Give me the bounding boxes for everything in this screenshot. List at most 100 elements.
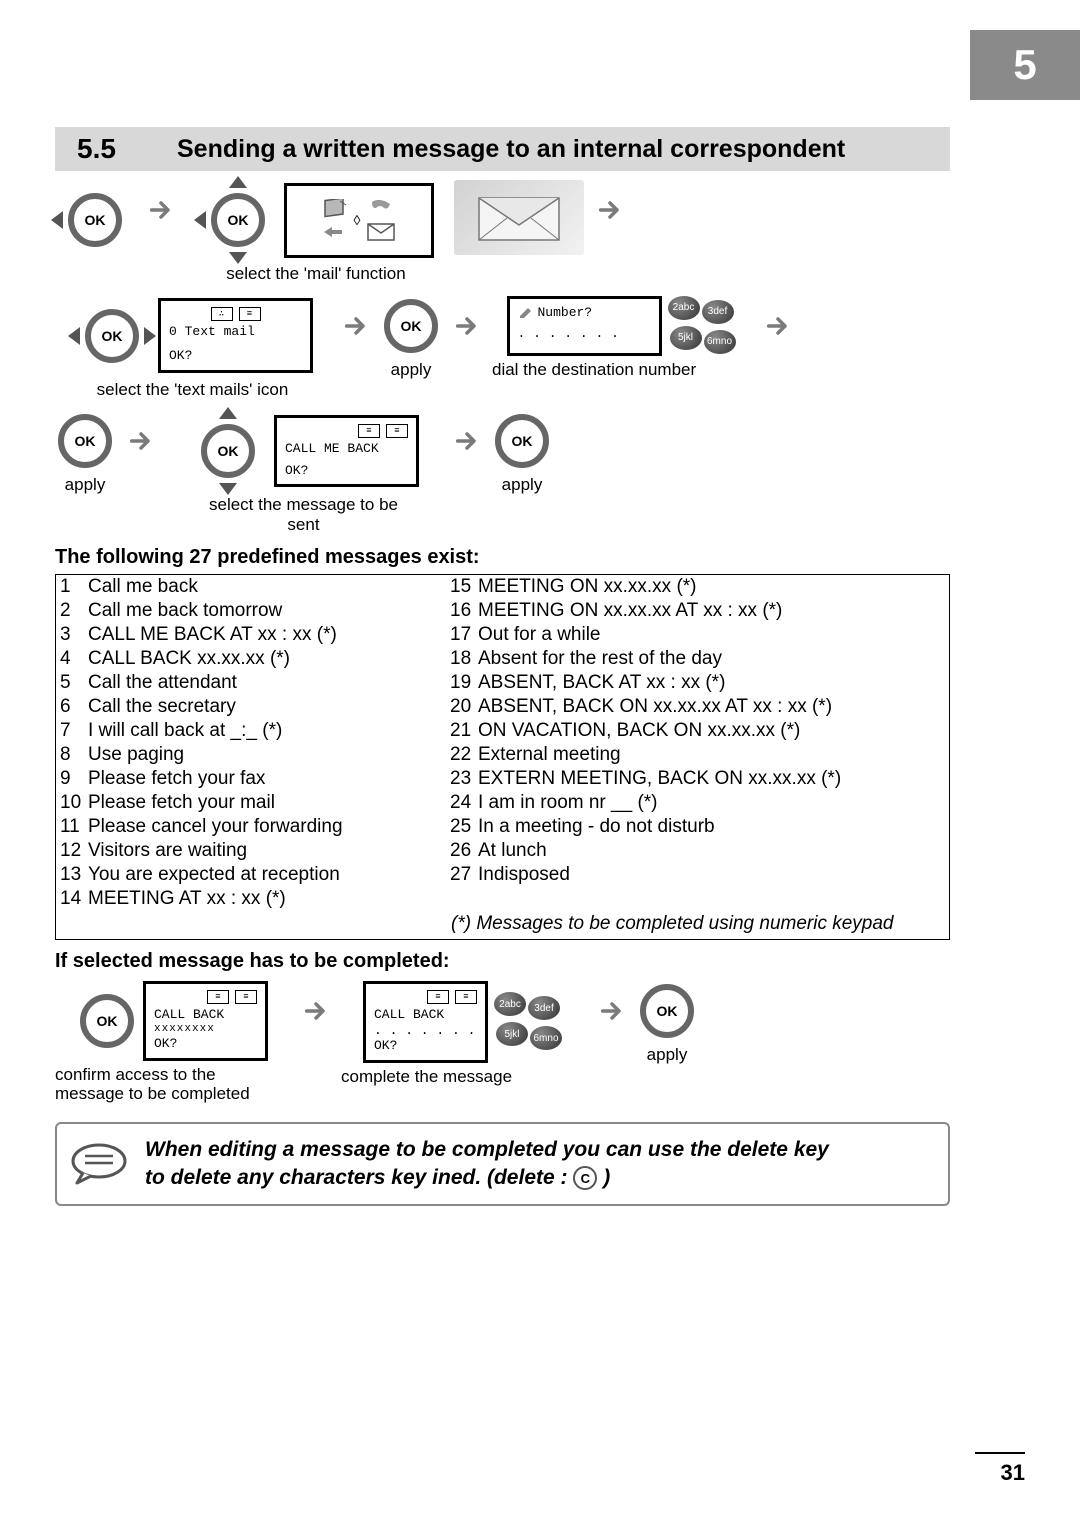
arrow-icon [123, 411, 158, 471]
keypad-icon: 2abc 3def 5jkl 6mno [668, 296, 738, 356]
callmeback-screen: ≡≡ CALL ME BACK OK? [274, 415, 419, 487]
arrow-icon [592, 180, 627, 240]
arrow-icon [338, 296, 373, 356]
msg-text: Out for a while [478, 624, 601, 646]
msg-text: MEETING ON xx.xx.xx (*) [478, 576, 697, 598]
key-3: 3def [702, 300, 734, 324]
msg-number: 7 [60, 720, 88, 742]
ok-icon: OK [211, 193, 265, 247]
key-6: 6mno [704, 330, 736, 354]
delete-key-icon: C [573, 1166, 597, 1190]
msg-number: 23 [450, 768, 478, 790]
screen-line: CALL BACK [374, 1007, 477, 1023]
ok-button: OK [55, 411, 115, 471]
ok-button: OK [77, 991, 137, 1051]
table-row: 1Call me back15MEETING ON xx.xx.xx (*) [56, 575, 949, 599]
msg-number: 10 [60, 792, 88, 814]
table-row: 9Please fetch your fax23EXTERN MEETING, … [56, 767, 949, 791]
msg-text: You are expected at reception [88, 864, 340, 886]
label-confirm-access: confirm access to the message to be comp… [55, 1065, 270, 1104]
messages-note: (*) Messages to be completed using numer… [56, 911, 898, 939]
msg-text: I am in room nr __ (*) [478, 792, 658, 814]
updown-indicator: ◊ [354, 212, 361, 228]
chapter-tab: 5 [970, 30, 1080, 100]
label-dial-number: dial the destination number [492, 360, 696, 380]
textmail-screen: ∴≡ 0 Text mail OK? [158, 298, 313, 372]
msg-text: Please cancel your forwarding [88, 816, 343, 838]
msg-text: ABSENT, BACK AT xx : xx (*) [478, 672, 725, 694]
screen-line: . . . . . . . [374, 1023, 477, 1039]
footnote-box: When editing a message to be completed y… [55, 1122, 950, 1207]
msg-text: Call me back tomorrow [88, 600, 282, 622]
label-apply: apply [65, 475, 106, 495]
msg-number: 15 [450, 576, 478, 598]
table-row: 6Call the secretary20ABSENT, BACK ON xx.… [56, 695, 949, 719]
label-apply: apply [391, 360, 432, 380]
ok-icon: OK [495, 414, 549, 468]
msg-text: Please fetch your fax [88, 768, 265, 790]
arrow-icon [449, 411, 484, 471]
reply-icon [322, 223, 348, 241]
arrow-icon [760, 296, 795, 356]
screen-line: Number? [538, 305, 593, 321]
key-2: 2abc [494, 992, 526, 1016]
flow-row-3: OK apply OK ≡≡ CALL ME BACK OK? select t… [55, 411, 950, 534]
msg-text: Please fetch your mail [88, 792, 275, 814]
screen-line: . . . . . . . [518, 326, 651, 342]
section-title: Sending a written message to an internal… [177, 135, 845, 164]
msg-text: Call the secretary [88, 696, 236, 718]
section-header: 5.5 Sending a written message to an inte… [55, 127, 950, 171]
msg-text: Absent for the rest of the day [478, 648, 722, 670]
callback-screen-2: ≡≡ CALL BACK . . . . . . . OK? [363, 981, 488, 1063]
key-2: 2abc [668, 296, 700, 320]
msg-number: 17 [450, 624, 478, 646]
label-apply: apply [647, 1045, 688, 1065]
ok-nav-button: OK [188, 411, 268, 491]
key-5: 5jkl [670, 326, 702, 350]
msg-number: 4 [60, 648, 88, 670]
msg-number: 9 [60, 768, 88, 790]
msg-number: 26 [450, 840, 478, 862]
msg-number: 12 [60, 840, 88, 862]
msg-number: 18 [450, 648, 478, 670]
msg-text: MEETING ON xx.xx.xx AT xx : xx (*) [478, 600, 782, 622]
key-3: 3def [528, 996, 560, 1020]
ok-icon: OK [640, 984, 694, 1038]
table-row: 13You are expected at reception 27Indispo… [56, 863, 949, 887]
table-row: 10Please fetch your mail24I am in room n… [56, 791, 949, 815]
footnote-text: When editing a message to be completed y… [145, 1136, 829, 1193]
table-row: 12Visitors are waiting26At lunch [56, 839, 949, 863]
table-row: 11Please cancel your forwarding25In a me… [56, 815, 949, 839]
msg-number: 2 [60, 600, 88, 622]
ok-button: OK [637, 981, 697, 1041]
screen-line: xxxxxxxx [154, 1023, 257, 1036]
msg-text: MEETING AT xx : xx (*) [88, 888, 286, 910]
msg-text: At lunch [478, 840, 547, 862]
section-number: 5.5 [77, 133, 177, 165]
screen-line: 0 Text mail [169, 324, 302, 340]
msg-number: 11 [60, 816, 88, 838]
msg-text: Use paging [88, 744, 184, 766]
table-row: 3CALL ME BACK AT xx : xx (*)17Out for a … [56, 623, 949, 647]
msg-number: 6 [60, 696, 88, 718]
arrow-icon [298, 981, 333, 1041]
key-5: 5jkl [496, 1022, 528, 1046]
ok-nav-button: OK [198, 180, 278, 260]
envelope-icon [454, 180, 584, 255]
screen-line: CALL ME BACK [285, 441, 408, 457]
arrow-icon [449, 296, 484, 356]
key-6: 6mno [530, 1026, 562, 1050]
screen-ok-prompt: OK? [154, 1036, 257, 1052]
msg-number: 13 [60, 864, 88, 886]
msg-number: 5 [60, 672, 88, 694]
screen-ok-prompt: OK? [169, 348, 302, 364]
msg-number: 27 [450, 864, 478, 886]
table-row: 2Call me back tomorrow 16MEETING ON xx.xx… [56, 599, 949, 623]
flow-row-2: OK ∴≡ 0 Text mail OK? select the 'text m… [55, 296, 950, 400]
table-row: 14MEETING AT xx : xx (*) [56, 887, 949, 911]
msg-text: I will call back at _:_ (*) [88, 720, 282, 742]
msg-number: 16 [450, 600, 478, 622]
msg-number: 22 [450, 744, 478, 766]
msg-text: Indisposed [478, 864, 570, 886]
table-row: 4CALL BACK xx.xx.xx (*)18Absent for the … [56, 647, 949, 671]
